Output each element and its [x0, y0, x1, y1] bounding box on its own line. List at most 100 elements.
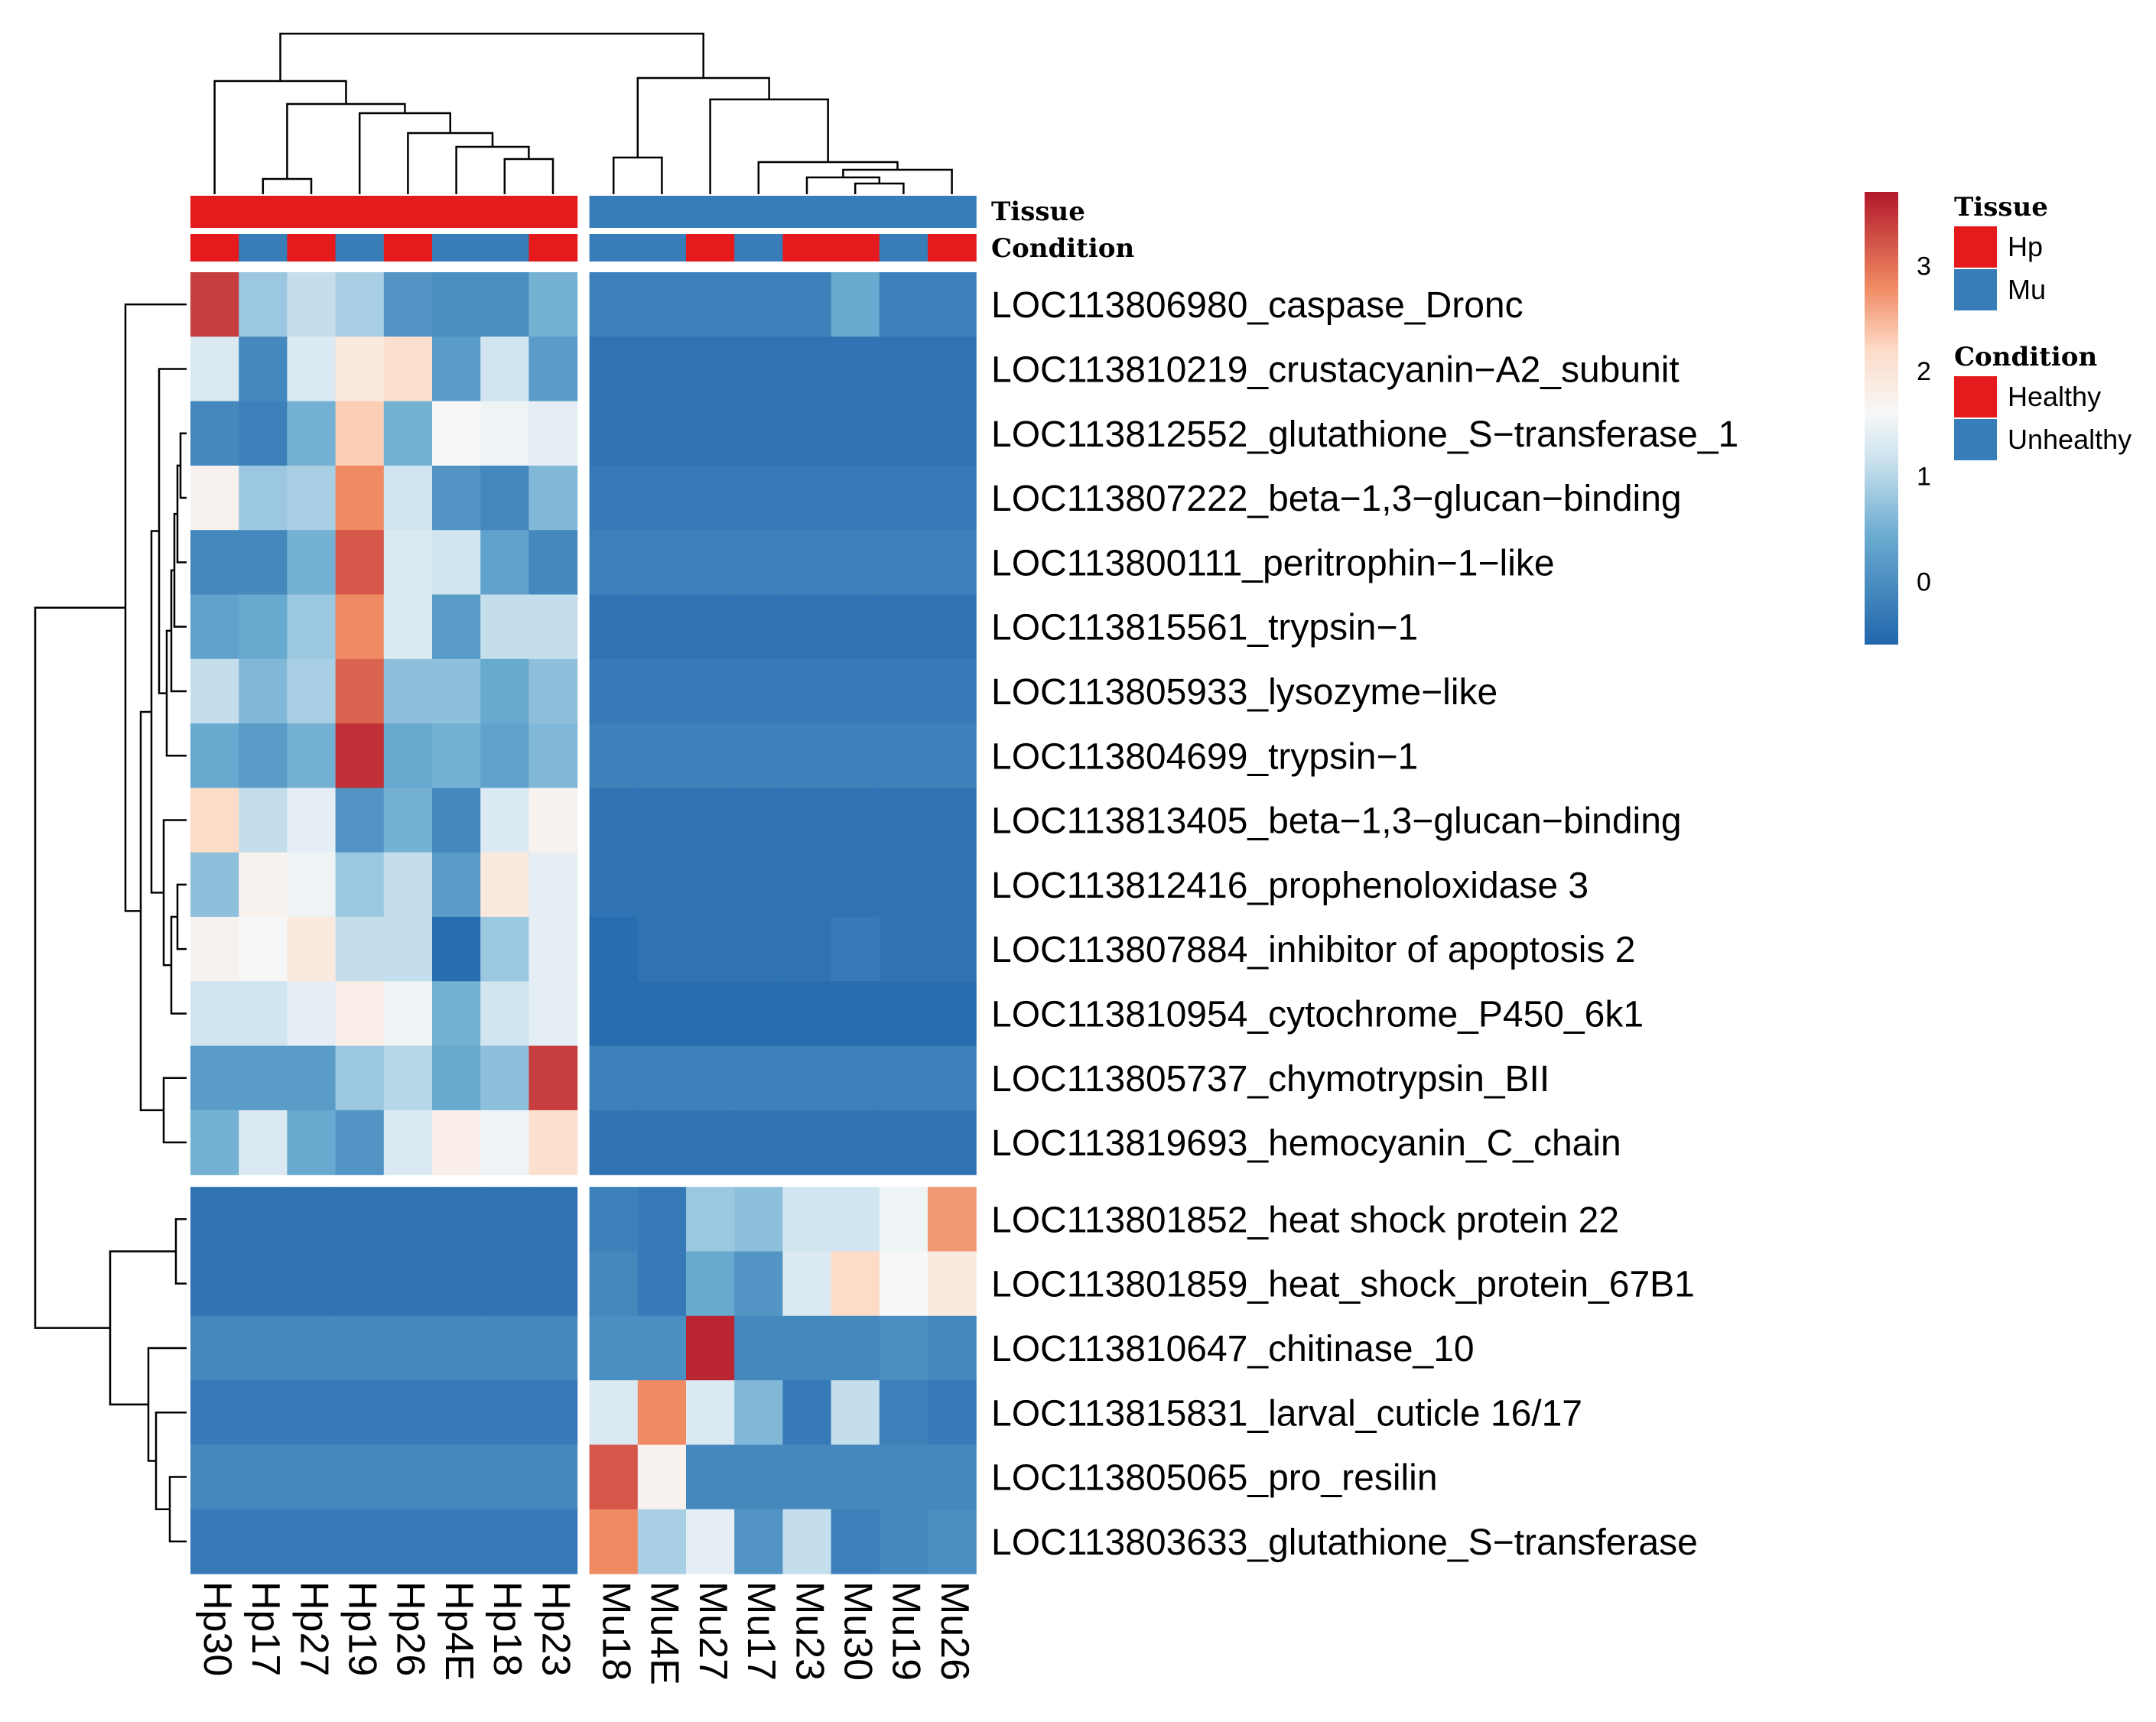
heatmap-cell: [879, 658, 928, 724]
heatmap-cell: [879, 336, 928, 402]
heatmap-cell: [782, 852, 832, 918]
heatmap-cell: [287, 852, 337, 918]
heatmap-cell: [928, 1380, 977, 1445]
condition-annotation-cell: [287, 234, 337, 262]
heatmap-cell: [879, 594, 928, 660]
column-annotations: Tissue Condition: [190, 196, 1134, 264]
column-dendrogram-branch: [805, 176, 881, 194]
heatmap-cell: [480, 1509, 529, 1574]
heatmap-cell: [831, 530, 880, 596]
tissue-annotation-cell: [734, 196, 783, 228]
heatmap-cell: [589, 336, 639, 402]
heatmap-cell: [686, 1187, 735, 1253]
heatmap-cell: [879, 1444, 928, 1510]
heatmap-cell: [239, 1251, 288, 1317]
heatmap-cell: [528, 1110, 578, 1175]
heatmap-cell: [782, 1251, 832, 1317]
heatmap-cell: [734, 594, 783, 660]
heatmap-cell: [782, 917, 832, 982]
heatmap-cell: [239, 1315, 288, 1381]
heatmap-cell: [239, 1380, 288, 1445]
heatmap-cell: [782, 401, 832, 466]
heatmap-cell: [637, 1315, 687, 1381]
heatmap-cell: [335, 981, 385, 1047]
heatmap-cell: [287, 723, 337, 788]
heatmap-cell: [734, 465, 783, 531]
heatmap-cell: [335, 272, 385, 337]
column-label: Hp17: [243, 1581, 288, 1676]
heatmap-cell: [637, 1251, 687, 1317]
row-label: LOC113806980_caspase_Dronc: [991, 285, 1524, 326]
row-dendrogram-branch: [109, 1250, 176, 1405]
heatmap-cell: [637, 594, 687, 660]
column-dendrogram-branch: [709, 98, 829, 194]
heatmap-cell: [190, 465, 239, 531]
heatmap-cell: [432, 723, 481, 788]
row-dendrogram-branch: [170, 915, 187, 1015]
heatmap-cell: [287, 1509, 337, 1574]
heatmap-cell: [190, 788, 239, 853]
heatmap-cell: [686, 1315, 735, 1381]
heatmap-cell: [686, 788, 735, 853]
row-label: LOC113813405_beta−1,3−glucan−binding: [991, 801, 1682, 842]
tissue-annotation-cell: [480, 196, 529, 228]
heatmap-cell: [686, 981, 735, 1047]
heatmap-cell: [190, 1444, 239, 1510]
heatmap-cell: [190, 981, 239, 1047]
heatmap-cell: [637, 530, 687, 596]
heatmap-cell: [831, 917, 880, 982]
tissue-annotation-cell: [335, 196, 385, 228]
row-label: LOC113810219_crustacyanin−A2_subunit: [991, 349, 1680, 390]
color-scale-tick: 1: [1917, 463, 1931, 492]
heatmap-cell: [432, 401, 481, 466]
heatmap-cell: [589, 1110, 639, 1175]
heatmap-cell: [686, 530, 735, 596]
heatmap-cell: [637, 788, 687, 853]
heatmap-cell: [287, 401, 337, 466]
row-label: LOC113805065_pro_resilin: [991, 1458, 1438, 1499]
heatmap-cell: [287, 465, 337, 531]
heatmap-cell: [831, 981, 880, 1047]
heatmap-cell: [734, 788, 783, 853]
heatmap-cell: [287, 1315, 337, 1381]
heatmap-cell: [287, 336, 337, 402]
heatmap-cell: [383, 1045, 433, 1111]
heatmap-cell: [480, 852, 529, 918]
row-dendrogram-branch: [176, 464, 187, 564]
heatmap-cell: [190, 1045, 239, 1111]
heatmap-cell: [528, 1251, 578, 1317]
column-dendrogram-branch: [612, 156, 663, 194]
heatmap-cell: [589, 1509, 639, 1574]
heatmap-cell: [528, 658, 578, 724]
column-dendrogram-branch: [854, 182, 905, 194]
heatmap-cell: [879, 1045, 928, 1111]
heatmap-cell: [190, 658, 239, 724]
heatmap-cell: [335, 465, 385, 531]
heatmap-cell: [528, 272, 578, 337]
condition-legend-label: Unhealthy: [2008, 424, 2132, 455]
heatmap-cell: [734, 852, 783, 918]
heatmap-cell: [686, 1110, 735, 1175]
heatmap-cell: [928, 336, 977, 402]
heatmap-cell: [879, 1251, 928, 1317]
heatmap-cell: [335, 1045, 385, 1111]
heatmap-cell: [637, 1380, 687, 1445]
row-label: LOC113805737_chymotrypsin_BII: [991, 1059, 1550, 1100]
condition-legend-swatch: [1954, 376, 1997, 418]
heatmap-cell: [879, 981, 928, 1047]
condition-annotation-cell: [831, 234, 880, 262]
heatmap-cell: [686, 336, 735, 402]
heatmap-cell: [928, 788, 977, 853]
color-scale-legend: 0 1 2 3: [1865, 192, 1931, 645]
heatmap-cell: [686, 917, 735, 982]
heatmap-cell: [928, 852, 977, 918]
heatmap-cell: [335, 917, 385, 982]
heatmap-cell: [831, 272, 880, 337]
heatmap-cell: [782, 1509, 832, 1574]
heatmap-cell: [782, 1045, 832, 1111]
heatmap-cell: [190, 401, 239, 466]
heatmap-cell: [239, 788, 288, 853]
heatmap-cell: [734, 336, 783, 402]
heatmap-cell: [383, 658, 433, 724]
heatmap-cell: [335, 1251, 385, 1317]
